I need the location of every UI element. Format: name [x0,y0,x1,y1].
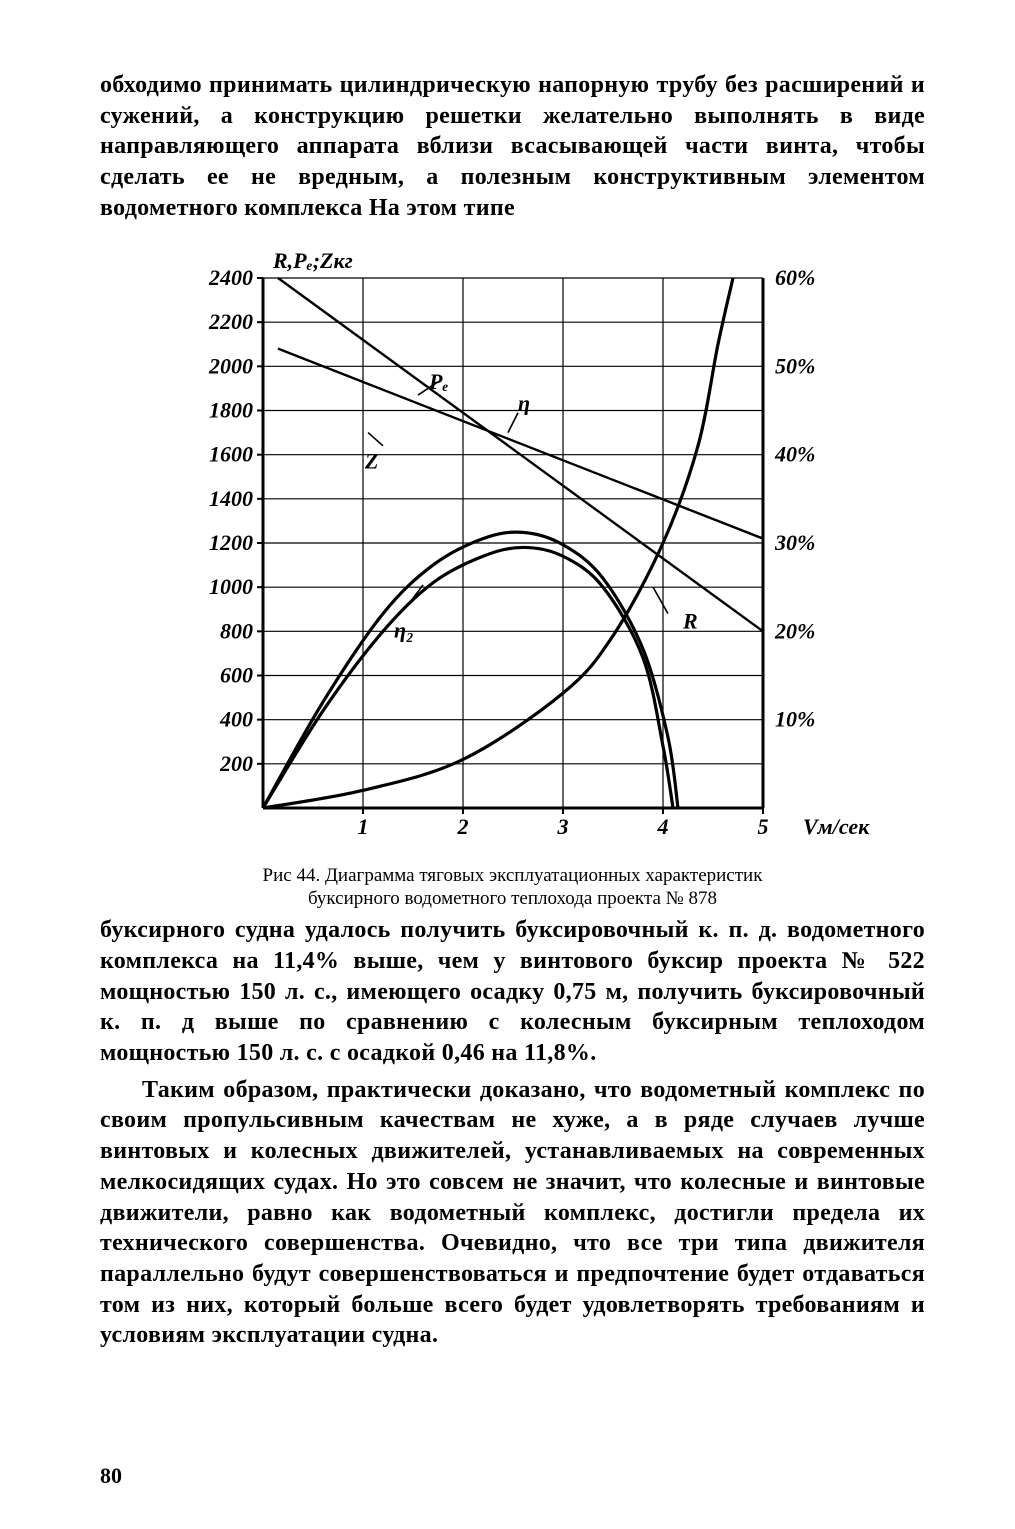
svg-text:2200: 2200 [208,309,253,334]
svg-text:40%: 40% [774,441,815,466]
paragraph-intro: обходимо принимать цилиндрическую напорн… [100,70,925,224]
svg-text:1000: 1000 [209,574,253,599]
svg-text:200: 200 [219,750,253,775]
paragraph-2: буксирного судна удалось получить буксир… [100,915,925,1069]
svg-text:2400: 2400 [208,265,253,290]
svg-text:5: 5 [757,814,768,839]
caption-line-2: буксирного водометного теплохода проекта… [308,888,717,909]
svg-text:Vм/сек: Vм/сек [803,814,870,839]
svg-text:50%: 50% [775,353,815,378]
svg-text:2: 2 [456,814,468,839]
svg-text:R,Pₑ;Zкг: R,Pₑ;Zкг [272,248,353,273]
svg-text:Pₑ: Pₑ [428,368,449,393]
svg-text:400: 400 [219,706,253,731]
svg-text:10%: 10% [775,706,815,731]
svg-text:4: 4 [656,814,668,839]
svg-text:η₂: η₂ [394,617,414,642]
figure-44: 200 400 600 800 1000 1200 1400 1600 1800 2000 2200… [100,238,925,912]
svg-text:600: 600 [220,662,253,687]
svg-text:1600: 1600 [209,441,253,466]
figure-44-chart: 200 400 600 800 1000 1200 1400 1600 1800 2000 2200… [143,238,883,858]
page-number: 80 [100,1463,122,1489]
svg-text:1800: 1800 [209,397,253,422]
svg-text:60%: 60% [775,265,815,290]
figure-44-caption: Рис 44. Диаграмма тяговых эксплуатационн… [263,864,763,912]
svg-text:1: 1 [357,814,368,839]
svg-text:30%: 30% [774,530,815,555]
caption-line-1: Рис 44. Диаграмма тяговых эксплуатационн… [263,865,763,886]
svg-text:800: 800 [220,618,253,643]
svg-text:η: η [518,390,530,415]
svg-text:20%: 20% [774,618,815,643]
svg-text:3: 3 [556,814,568,839]
page: обходимо принимать цилиндрическую напорн… [0,0,1015,1529]
svg-text:R: R [682,608,698,633]
svg-text:Z: Z [364,448,378,473]
paragraph-3: Таким образом, практически доказано, что… [100,1075,925,1351]
svg-text:1400: 1400 [209,485,253,510]
svg-text:2000: 2000 [208,353,253,378]
svg-text:1200: 1200 [209,530,253,555]
